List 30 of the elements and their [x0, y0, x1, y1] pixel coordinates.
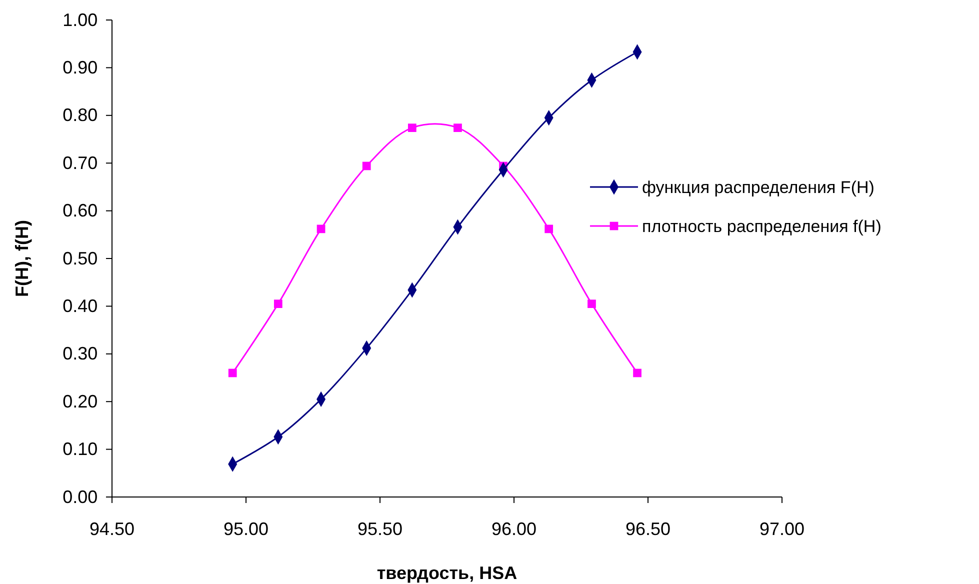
- x-tick-label: 95.00: [223, 518, 269, 539]
- point: [228, 368, 237, 378]
- y-tick-label: 0.80: [62, 105, 98, 126]
- y-tick-label: 0.30: [62, 344, 98, 364]
- y-tick-label: 0.60: [62, 200, 98, 221]
- point: [633, 368, 642, 378]
- point: [544, 224, 554, 234]
- x-tick-label: 96.50: [625, 518, 671, 539]
- point: [454, 124, 462, 132]
- x-tick-label: 95.50: [357, 518, 403, 539]
- point: [316, 224, 326, 234]
- point: [408, 124, 416, 132]
- y-tick-label: 0.90: [62, 57, 98, 78]
- x-axis-title: твердость, HSA: [376, 563, 518, 583]
- y-tick-label: 0.50: [62, 248, 98, 268]
- point: [588, 300, 596, 308]
- y-tick-label: 0.00: [62, 486, 98, 507]
- point: [274, 300, 282, 308]
- y-tick-label: 0.40: [62, 296, 98, 316]
- y-tick-label: 1.00: [62, 10, 98, 30]
- x-tick-label: 96.00: [491, 518, 537, 539]
- y-tick-label: 0.70: [62, 152, 98, 173]
- legend-label: плотность распределения f(H): [642, 216, 882, 236]
- y-axis-title: F(H), f(H): [12, 220, 32, 297]
- y-tick-label: 0.20: [62, 391, 98, 412]
- y-tick-label: 0.10: [62, 439, 98, 460]
- x-tick-label: 94.50: [89, 518, 135, 539]
- legend-label: функция распределения F(H): [642, 178, 874, 197]
- x-tick-label: 97.00: [759, 518, 805, 539]
- point: [362, 162, 371, 170]
